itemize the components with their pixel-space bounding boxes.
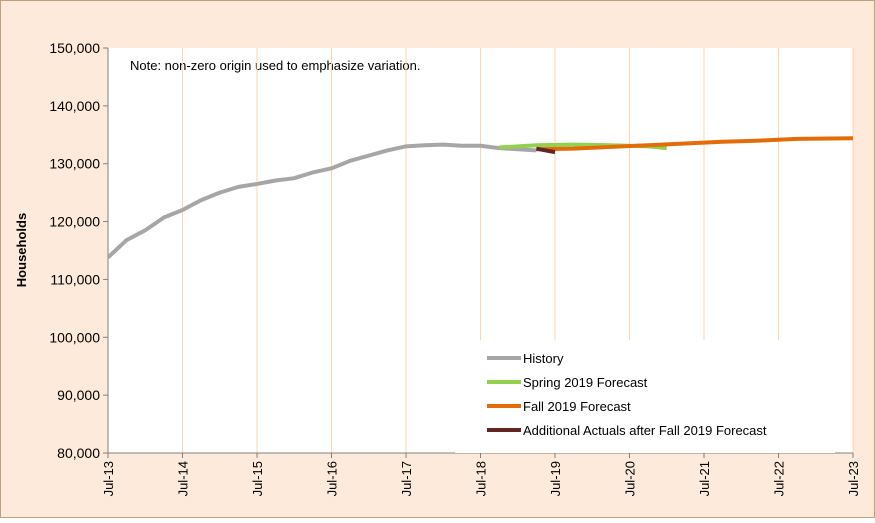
x-tick-label: Jul-21 — [697, 461, 712, 496]
x-tick-label: Jul-14 — [176, 461, 191, 496]
legend-label: Spring 2019 Forecast — [523, 375, 648, 390]
x-tick-label: Jul-15 — [250, 461, 265, 496]
y-tick-label: 100,000 — [49, 329, 100, 345]
y-tick-label: 140,000 — [49, 98, 100, 114]
y-tick-label: 110,000 — [50, 271, 100, 287]
y-tick-label: 80,000 — [57, 445, 100, 461]
y-tick-label: 130,000 — [49, 156, 100, 172]
series-line — [536, 146, 556, 155]
series-line — [536, 136, 854, 152]
x-tick-label: Jul-17 — [399, 461, 414, 496]
x-tick-label: Jul-22 — [772, 461, 787, 496]
x-tick-label: Jul-18 — [474, 461, 489, 496]
y-axis-label: Households — [14, 213, 29, 287]
x-tick-label: Jul-23 — [846, 461, 861, 496]
annotation: Note: non-zero origin used to emphasize … — [130, 58, 421, 73]
series-line — [106, 142, 537, 259]
y-tick-label: 90,000 — [57, 387, 100, 403]
x-tick-label: Jul-20 — [623, 461, 638, 496]
legend-label: Additional Actuals after Fall 2019 Forec… — [523, 423, 767, 438]
y-tick-label: 150,000 — [49, 40, 100, 56]
legend-label: History — [523, 351, 564, 366]
y-tick-label: 120,000 — [49, 214, 100, 230]
x-tick-label: Jul-13 — [101, 461, 116, 496]
x-tick-label: Jul-19 — [548, 461, 563, 496]
x-tick-label: Jul-16 — [325, 461, 340, 496]
legend-label: Fall 2019 Forecast — [523, 399, 631, 414]
